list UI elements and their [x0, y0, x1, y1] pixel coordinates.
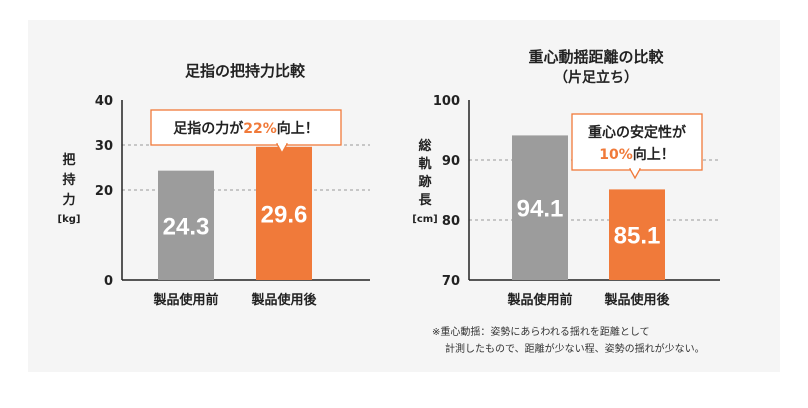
chart2-callout-line1: 重心の安定性が	[588, 124, 687, 141]
chart1-callout: 足指の力が22%向上！	[150, 109, 342, 155]
chart2-title: 重心動揺距離の比較	[528, 48, 664, 66]
chart1-ytick-label: 30	[95, 139, 113, 154]
chart1-ytick-label: 40	[95, 94, 113, 109]
sway-distance-chart: 重心動揺距離の比較 （片足立ち） 総 軌 跡 長 [cm] 708090100 …	[412, 48, 720, 308]
grip-strength-chart: 足指の把持力比較 把 持 力 [kg] 0 20 30 40 24.3 29.6 製品使…	[58, 62, 370, 308]
chart1-ylabel-char: 力	[62, 192, 75, 208]
chart2-category-label: 製品使用前	[506, 292, 572, 308]
chart1-callout-text: 足指の力が22%向上！	[173, 120, 319, 137]
chart1-title: 足指の把持力比較	[185, 62, 306, 80]
chart1-ytick-label: 0	[104, 274, 113, 289]
chart1-bar	[158, 170, 214, 280]
chart2-ytick-label: 100	[433, 94, 460, 109]
chart1-callout-box	[150, 109, 342, 146]
chart2-ytick-label: 90	[442, 154, 460, 169]
chart2-callout-pointer	[628, 168, 642, 180]
chart1-ytick-label: 20	[95, 184, 113, 199]
chart1-ylabel-char: 把	[62, 152, 75, 168]
footnote-line1: ※重心動揺：姿勢にあらわれる揺れを距離として	[432, 327, 650, 338]
chart2-bar	[609, 189, 665, 280]
chart2-ylabel-char: 長	[418, 193, 432, 208]
chart2-ylabel-unit: [cm]	[412, 214, 438, 225]
chart1-ylabel-unit: [kg]	[58, 214, 81, 225]
footnote-line2: 計測したもので、距離が少ない程、姿勢の揺れが少ない。	[445, 344, 705, 355]
chart1-bar-value-label: 29.6	[261, 201, 308, 228]
chart1-ylabel-char: 持	[62, 172, 75, 188]
chart2-bar-value-label: 85.1	[614, 223, 661, 250]
chart1-bar-value-label: 24.3	[163, 213, 210, 240]
chart2-callout-line2: 10%向上！	[599, 146, 675, 163]
chart2-category-label: 製品使用後	[603, 292, 670, 308]
chart2-ylabel-char: 総	[418, 138, 431, 154]
chart1-bar	[256, 146, 312, 280]
chart2-bar-value-label: 94.1	[517, 196, 564, 223]
chart1-category-label: 製品使用後	[250, 292, 317, 308]
chart2-subtitle: （片足立ち）	[554, 69, 638, 86]
chart2-bar	[512, 135, 568, 280]
chart2-ylabel-char: 跡	[418, 174, 431, 190]
chart1-category-label: 製品使用前	[152, 292, 218, 308]
chart2-callout: 重心の安定性が 10%向上！	[571, 113, 703, 180]
chart2-ytick-label: 80	[442, 214, 460, 229]
chart2-ylabel-char: 軌	[418, 156, 431, 172]
chart2-ytick-label: 70	[442, 274, 460, 289]
